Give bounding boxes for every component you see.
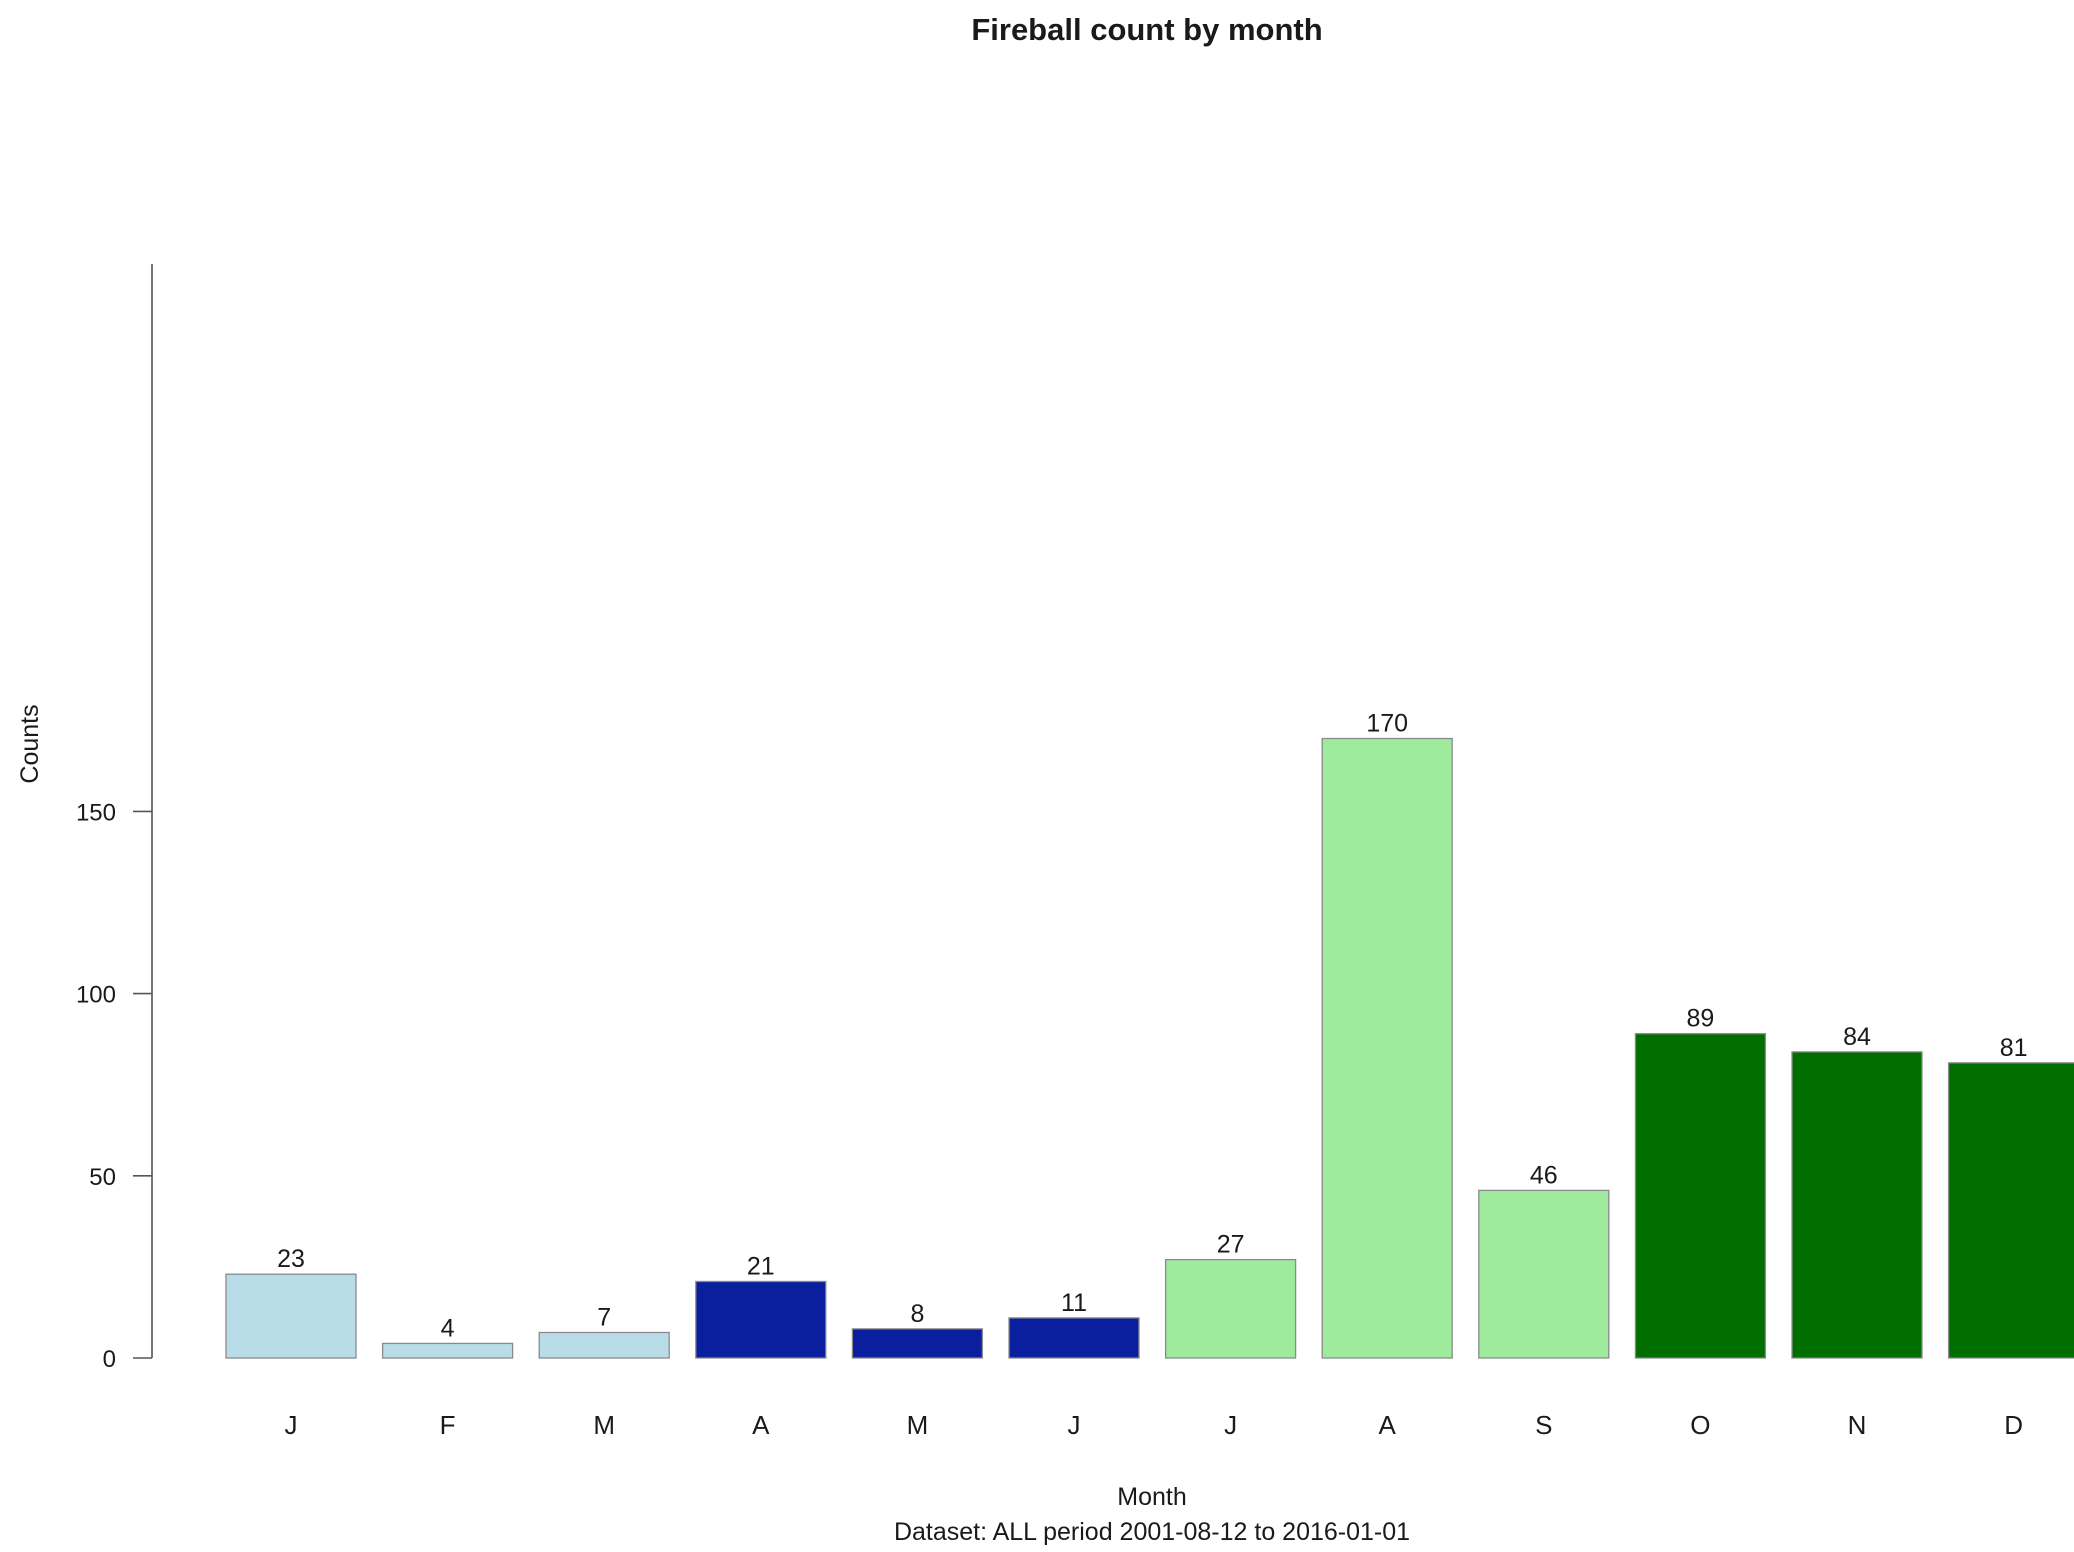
chart-title: Fireball count by month bbox=[971, 12, 1322, 47]
bar-value-label: 7 bbox=[597, 1303, 611, 1331]
x-tick-label: D bbox=[2004, 1410, 2023, 1440]
bar-value-label: 8 bbox=[910, 1300, 924, 1328]
bar-8 bbox=[1321, 737, 1453, 1359]
bar-value-label: 170 bbox=[1366, 710, 1408, 738]
bar-9 bbox=[1478, 1189, 1610, 1359]
x-axis-label: Month bbox=[1117, 1483, 1186, 1511]
bar-7 bbox=[1164, 1258, 1297, 1359]
bar-3 bbox=[538, 1331, 670, 1359]
x-tick-label: J bbox=[285, 1410, 298, 1440]
bar-value-label: 4 bbox=[441, 1314, 455, 1342]
bar-10 bbox=[1634, 1033, 1767, 1359]
x-tick-label: M bbox=[907, 1410, 929, 1440]
bar-value-label: 23 bbox=[277, 1245, 305, 1273]
y-tick-label: 0 bbox=[103, 1346, 116, 1373]
x-tick-label: N bbox=[1848, 1410, 1867, 1440]
bar-value-label: 21 bbox=[747, 1252, 775, 1280]
bar-4 bbox=[695, 1280, 827, 1359]
dataset-subtitle: Dataset: ALL period 2001-08-12 to 2016-0… bbox=[894, 1518, 1410, 1546]
bar-value-label: 81 bbox=[2000, 1034, 2028, 1062]
bar-value-label: 27 bbox=[1217, 1231, 1245, 1259]
x-tick-label: A bbox=[752, 1410, 770, 1440]
x-tick-label: M bbox=[593, 1410, 615, 1440]
x-tick-label: O bbox=[1690, 1410, 1710, 1440]
x-tick-label: S bbox=[1535, 1410, 1552, 1440]
bar-value-label: 11 bbox=[1061, 1289, 1087, 1317]
x-tick-label: J bbox=[1224, 1410, 1237, 1440]
bars bbox=[225, 737, 2074, 1359]
y-ticks: 0 50 100 150 bbox=[76, 799, 152, 1373]
x-tick-label: A bbox=[1379, 1410, 1397, 1440]
y-axis-label: Counts bbox=[16, 704, 44, 783]
y-tick-label: 150 bbox=[76, 799, 116, 826]
bar-2 bbox=[381, 1342, 514, 1359]
bar-6 bbox=[1008, 1317, 1140, 1359]
bar-1 bbox=[225, 1273, 357, 1359]
y-tick-label: 50 bbox=[89, 1164, 116, 1191]
bar-5 bbox=[851, 1328, 984, 1359]
bar-value-label: 84 bbox=[1843, 1023, 1871, 1051]
bar-value-label: 46 bbox=[1530, 1161, 1558, 1189]
x-tick-label: J bbox=[1068, 1410, 1081, 1440]
bar-value-labels: 23 4 7 21 8 11 27 170 46 89 84 81 bbox=[277, 710, 2027, 1343]
y-tick-label: 100 bbox=[76, 982, 116, 1009]
bar-value-label: 89 bbox=[1686, 1005, 1714, 1033]
x-tick-label: F bbox=[440, 1410, 456, 1440]
bar-11 bbox=[1791, 1051, 1923, 1359]
bar-12 bbox=[1947, 1062, 2074, 1359]
